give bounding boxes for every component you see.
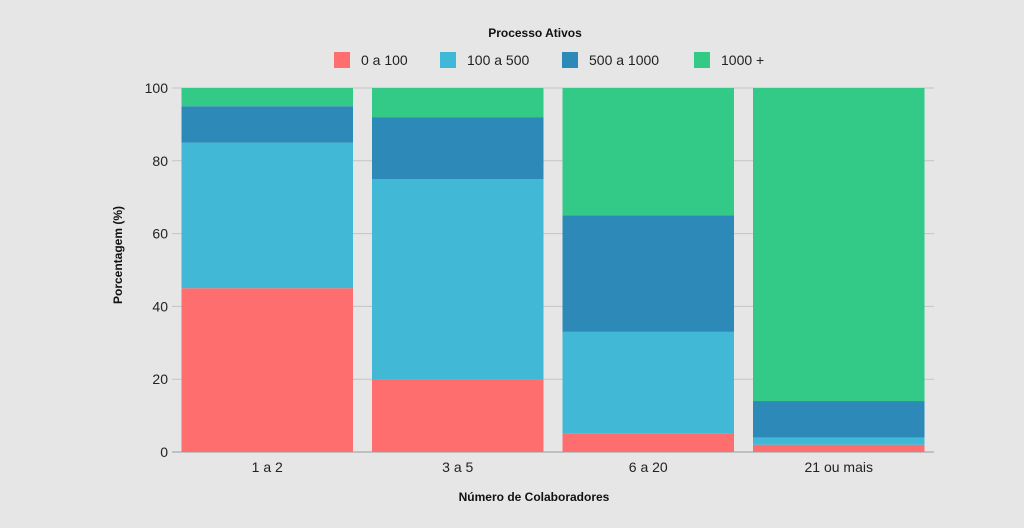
x-axis-title: Número de Colaboradores bbox=[459, 490, 610, 504]
y-tick-label: 0 bbox=[160, 444, 168, 460]
bar-segment bbox=[562, 215, 734, 332]
x-tick-label: 1 a 2 bbox=[252, 459, 283, 475]
bar-segment bbox=[753, 437, 925, 445]
y-tick-label: 40 bbox=[152, 298, 168, 314]
x-tick-label: 3 a 5 bbox=[442, 459, 473, 475]
bar-segment bbox=[181, 142, 353, 289]
legend-swatch bbox=[440, 52, 456, 68]
y-tick-label: 100 bbox=[145, 80, 169, 96]
legend: Processo Ativos 0 a 100 100 a 500 500 a 10… bbox=[334, 26, 764, 68]
legend-label: 1000 + bbox=[721, 52, 764, 68]
bar-segment bbox=[372, 179, 544, 380]
legend-swatch bbox=[334, 52, 350, 68]
legend-swatch bbox=[694, 52, 710, 68]
bar-segment bbox=[181, 88, 353, 107]
bar-segment bbox=[181, 288, 353, 452]
legend-label: 0 a 100 bbox=[361, 52, 408, 68]
bar-segment bbox=[181, 106, 353, 143]
bar-segment bbox=[753, 444, 925, 452]
bar-segment bbox=[372, 379, 544, 452]
legend-title: Processo Ativos bbox=[488, 26, 582, 40]
legend-label: 500 a 1000 bbox=[589, 52, 659, 68]
bar-segment bbox=[562, 88, 734, 216]
bar-segment bbox=[372, 117, 544, 179]
bar-segment bbox=[372, 88, 544, 118]
x-tick-label: 6 a 20 bbox=[629, 459, 668, 475]
bars bbox=[181, 88, 925, 452]
bar-segment bbox=[562, 331, 734, 434]
legend-label: 100 a 500 bbox=[467, 52, 529, 68]
y-axis-title: Porcentagem (%) bbox=[111, 206, 125, 304]
y-tick-label: 20 bbox=[152, 371, 168, 387]
x-tick-label: 21 ou mais bbox=[805, 459, 873, 475]
y-tick-label: 60 bbox=[152, 226, 168, 242]
bar-segment bbox=[562, 433, 734, 452]
axes: 0 20 40 60 80 100 1 a 2 3 a 5 6 a 20 21 ou mais bbox=[145, 80, 873, 475]
bar-segment bbox=[753, 401, 925, 438]
y-tick-label: 80 bbox=[152, 153, 168, 169]
bar-segment bbox=[753, 88, 925, 402]
legend-swatch bbox=[562, 52, 578, 68]
